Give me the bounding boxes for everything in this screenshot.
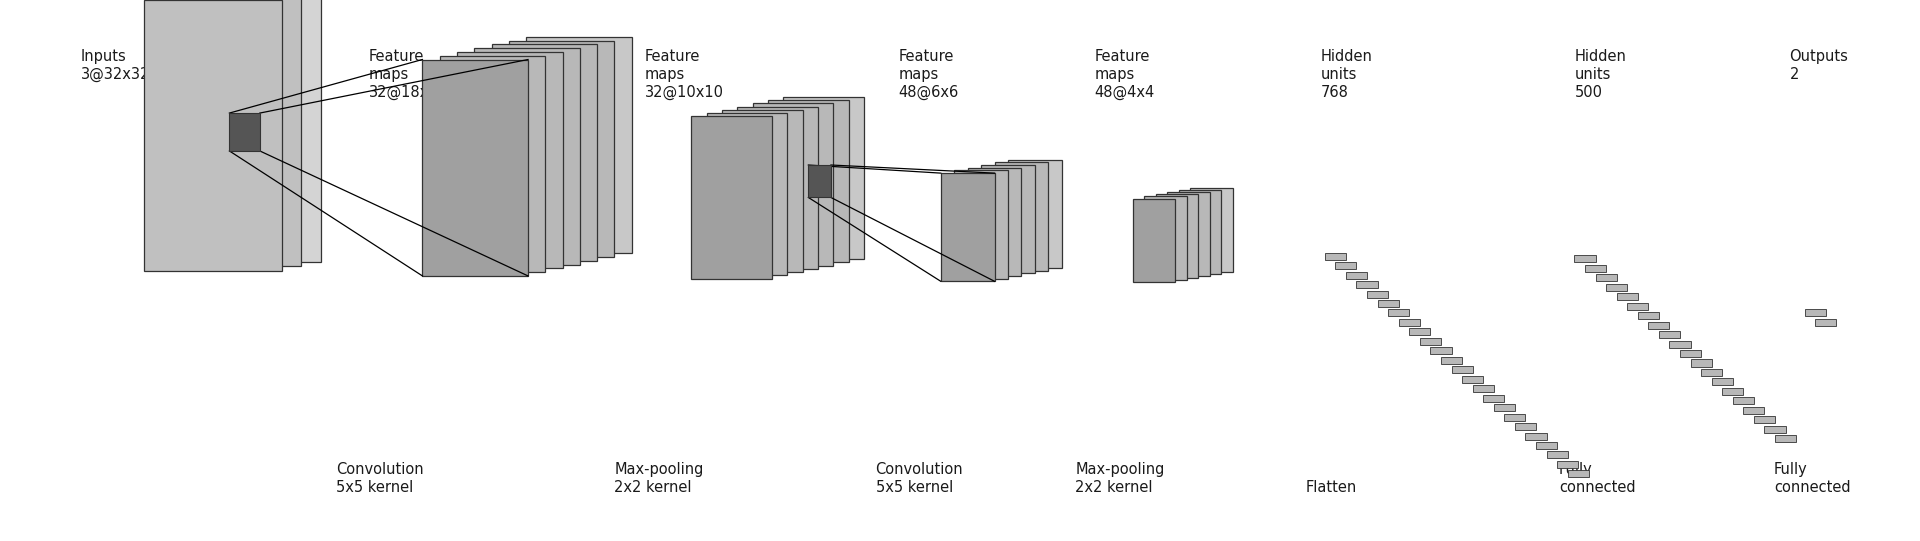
Bar	[182, 0, 321, 262]
Bar	[474, 48, 580, 265]
Bar	[457, 52, 563, 268]
Bar	[1156, 194, 1198, 278]
Bar	[691, 116, 772, 279]
Text: Feature
maps
48@4x4: Feature maps 48@4x4	[1094, 49, 1154, 100]
Bar	[228, 113, 259, 151]
Text: Convolution
5x5 kernel: Convolution 5x5 kernel	[876, 462, 964, 495]
Bar	[783, 97, 864, 259]
Bar	[1325, 253, 1346, 260]
Text: Flatten: Flatten	[1306, 480, 1357, 495]
Bar	[1409, 328, 1430, 335]
Bar	[509, 41, 614, 257]
Bar	[1722, 388, 1743, 395]
Text: Max-pooling
2x2 kernel: Max-pooling 2x2 kernel	[614, 462, 705, 495]
Bar	[1452, 366, 1473, 373]
Text: Convolution
5x5 kernel: Convolution 5x5 kernel	[336, 462, 424, 495]
Bar	[1764, 426, 1786, 433]
Bar	[1638, 312, 1659, 319]
Bar	[1536, 442, 1557, 449]
Bar	[1430, 347, 1452, 354]
Bar	[1567, 470, 1590, 478]
Bar	[1605, 283, 1628, 291]
Bar	[968, 168, 1021, 276]
Bar	[1463, 375, 1482, 383]
Bar	[1711, 379, 1732, 385]
Bar	[1398, 319, 1419, 326]
Bar	[1690, 359, 1713, 367]
Bar	[1179, 190, 1221, 274]
Bar	[722, 110, 803, 272]
Bar	[1596, 274, 1617, 281]
Text: Fully
connected: Fully connected	[1559, 462, 1636, 495]
Bar	[1334, 262, 1356, 269]
Bar	[1482, 395, 1505, 401]
Bar	[737, 107, 818, 269]
Bar	[1473, 385, 1494, 392]
Text: Feature
maps
32@18x18: Feature maps 32@18x18	[369, 49, 447, 100]
Bar	[1626, 303, 1647, 309]
Bar	[1574, 255, 1596, 262]
Text: Feature
maps
32@10x10: Feature maps 32@10x10	[645, 49, 724, 100]
Bar	[1133, 199, 1175, 282]
Bar	[1617, 293, 1638, 300]
Bar	[1701, 369, 1722, 376]
Text: Outputs
2: Outputs 2	[1789, 49, 1849, 82]
Bar	[1755, 417, 1776, 423]
Bar	[492, 44, 597, 261]
Bar	[1680, 350, 1701, 357]
Text: Fully
connected: Fully connected	[1774, 462, 1851, 495]
Bar	[1647, 321, 1670, 328]
Bar	[941, 173, 995, 281]
Bar	[753, 103, 833, 266]
Bar	[1505, 413, 1524, 421]
Bar	[163, 0, 301, 266]
Bar	[1356, 281, 1377, 288]
Bar	[440, 56, 545, 272]
Bar	[1668, 341, 1690, 348]
Bar	[1167, 192, 1210, 276]
Bar	[707, 113, 787, 275]
Bar	[1008, 160, 1062, 268]
Bar	[1494, 404, 1515, 411]
Bar	[995, 162, 1048, 270]
Bar	[1805, 309, 1826, 316]
Bar	[1515, 423, 1536, 430]
Bar	[1440, 357, 1463, 364]
Bar	[1743, 407, 1764, 414]
Bar	[1346, 272, 1367, 279]
Bar	[1190, 188, 1233, 272]
Bar	[808, 165, 831, 197]
Text: Max-pooling
2x2 kernel: Max-pooling 2x2 kernel	[1075, 462, 1165, 495]
Bar	[768, 100, 849, 262]
Bar	[1367, 291, 1388, 298]
Text: Hidden
units
768: Hidden units 768	[1321, 49, 1373, 100]
Bar	[1419, 338, 1440, 345]
Bar	[1732, 397, 1755, 405]
Bar	[1524, 433, 1548, 439]
Bar	[1546, 451, 1567, 459]
Bar	[981, 165, 1035, 273]
Text: Feature
maps
48@6x6: Feature maps 48@6x6	[899, 49, 958, 100]
Bar	[1584, 265, 1605, 272]
Bar	[1388, 309, 1409, 316]
Bar	[422, 60, 528, 276]
Bar	[526, 37, 632, 253]
Bar	[1557, 461, 1578, 468]
Bar	[1377, 300, 1398, 307]
Bar	[1659, 331, 1680, 338]
Bar	[144, 0, 282, 270]
Bar	[1144, 196, 1187, 280]
Text: Inputs
3@32x32: Inputs 3@32x32	[81, 49, 150, 82]
Text: Hidden
units
500: Hidden units 500	[1574, 49, 1626, 100]
Bar	[954, 170, 1008, 279]
Bar	[1774, 435, 1797, 443]
Bar	[1814, 319, 1836, 326]
